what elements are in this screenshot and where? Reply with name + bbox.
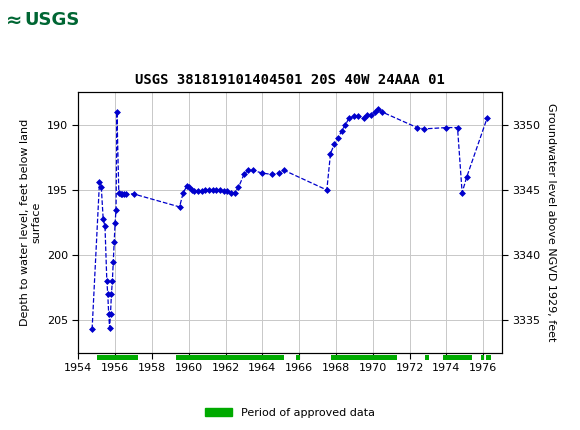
Y-axis label: Groundwater level above NGVD 1929, feet: Groundwater level above NGVD 1929, feet	[546, 103, 556, 342]
Bar	[486, 356, 491, 360]
Bar	[331, 356, 397, 360]
Bar	[443, 356, 472, 360]
Title: USGS 381819101404501 20S 40W 24AAA 01: USGS 381819101404501 20S 40W 24AAA 01	[135, 73, 445, 87]
Bar	[176, 356, 284, 360]
Y-axis label: Depth to water level, feet below land
surface: Depth to water level, feet below land su…	[20, 119, 41, 326]
Text: ≈: ≈	[6, 11, 22, 30]
Bar	[97, 356, 138, 360]
Bar	[425, 356, 429, 360]
Text: USGS: USGS	[24, 12, 79, 29]
Bar	[480, 356, 484, 360]
Legend: Period of approved data: Period of approved data	[200, 403, 380, 422]
Bar	[3, 2, 70, 39]
Bar	[296, 356, 300, 360]
